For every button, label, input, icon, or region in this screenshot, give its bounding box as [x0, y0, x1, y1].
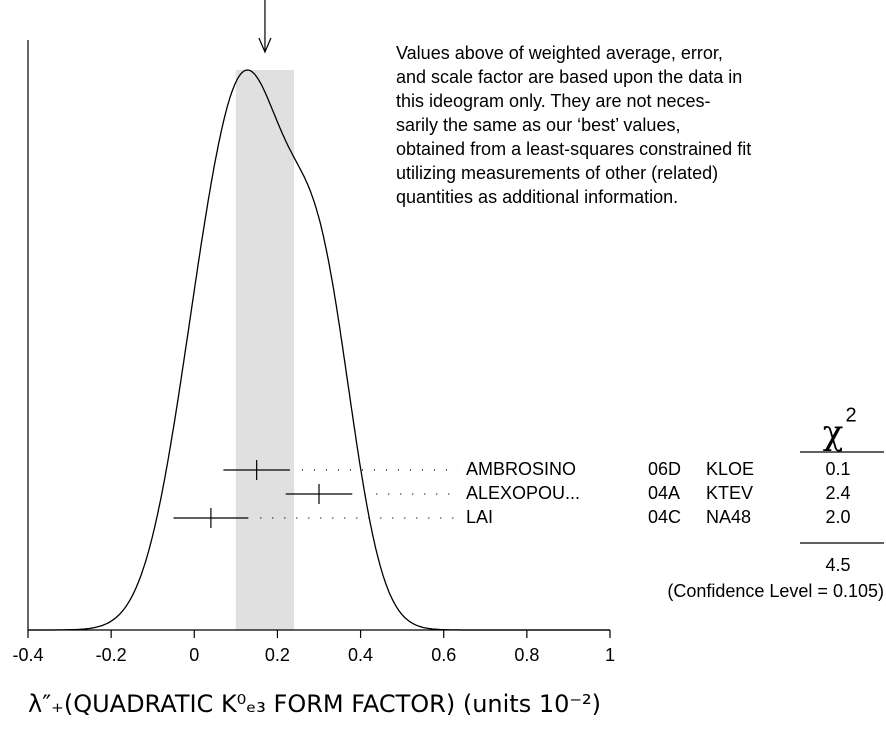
arrow-head [258, 37, 272, 54]
chi2-power: 2 [845, 404, 856, 426]
chi2-value: 2.4 [825, 483, 850, 503]
note-line: sarily the same as our ‘best’ values, [396, 115, 680, 135]
year: 06D [648, 459, 681, 479]
year: 04A [648, 483, 680, 503]
note-line: this ideogram only. They are not neces- [396, 91, 711, 111]
x-tick-label: 0.6 [431, 645, 456, 665]
x-tick-label: -0.2 [96, 645, 127, 665]
confidence-level: (Confidence Level = 0.105) [667, 581, 884, 601]
x-tick-label: 0.4 [348, 645, 373, 665]
experiment: KLOE [706, 459, 754, 479]
note-line: utilizing measurements of other (related… [396, 163, 718, 183]
x-tick-label: -0.4 [12, 645, 43, 665]
x-tick-label: 0.8 [514, 645, 539, 665]
year: 04C [648, 507, 681, 527]
ideogram-curve [28, 69, 610, 631]
chi2-value: 0.1 [825, 459, 850, 479]
x-tick-label: 1 [605, 645, 615, 665]
note-line: quantities as additional information. [396, 187, 678, 207]
x-tick-label: 0 [189, 645, 199, 665]
experiment: KTEV [706, 483, 753, 503]
author: ALEXOPOU... [466, 483, 580, 503]
note-line: Values above of weighted average, error, [396, 43, 723, 63]
chi2-value: 2.0 [825, 507, 850, 527]
author: LAI [466, 507, 493, 527]
note: Values above of weighted average, error,… [396, 43, 751, 207]
chi2-symbol: χ [823, 413, 844, 453]
experiment: NA48 [706, 507, 751, 527]
author: AMBROSINO [466, 459, 576, 479]
average-band [235, 70, 295, 630]
note-line: obtained from a least-squares constraine… [396, 139, 751, 159]
x-axis-label: λ″₊(QUADRATIC K⁰ₑ₃ FORM FACTOR) (units 1… [28, 690, 601, 718]
x-tick-label: 0.2 [265, 645, 290, 665]
note-line: and scale factor are based upon the data… [396, 67, 742, 87]
chi2-total: 4.5 [825, 555, 850, 575]
